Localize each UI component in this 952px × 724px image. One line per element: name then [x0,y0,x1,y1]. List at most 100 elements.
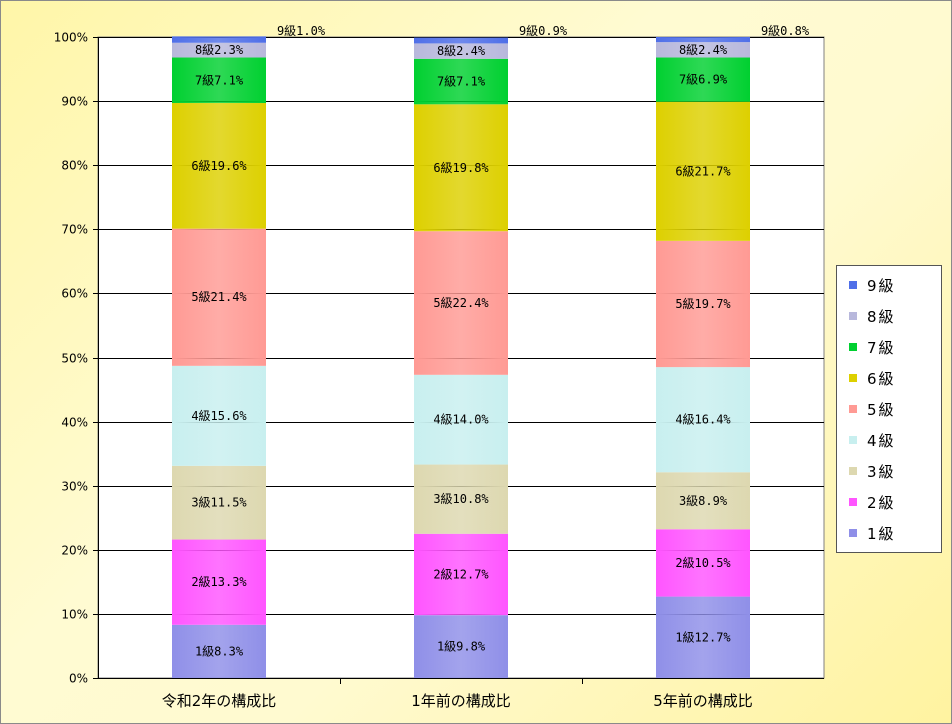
legend-label: 1級 [867,524,896,543]
data-label: 8級2.4% [679,43,728,57]
x-tick-label: 令和2年の構成比 [162,692,277,710]
y-tick-label: 30% [61,480,88,494]
legend-item: 9級 [849,274,896,296]
data-label: 2級13.3% [191,575,247,589]
bar-segment [414,37,508,44]
bar-segment [656,472,750,530]
bar-segment [414,464,508,534]
legend-swatch [849,467,857,475]
data-label: 2級10.5% [675,556,731,570]
data-label: 3級11.5% [191,496,247,510]
legend: 9級 8級 7級 6級 5級 4級 3級 2級 1級 [836,265,942,553]
legend-item: 5級 [849,398,896,420]
data-label: 4級14.0% [433,413,489,427]
bar-segment [656,240,750,368]
legend-swatch [849,374,857,382]
bar-segment [656,42,750,58]
y-tick-label: 10% [61,608,88,622]
bar-segment [172,228,266,366]
bar-segment [656,37,750,43]
legend-label: 2級 [867,493,896,512]
bar-segment [172,539,266,625]
legend-swatch [849,281,857,289]
data-label: 3級10.8% [433,492,489,506]
data-label: 6級19.8% [433,161,489,175]
bar-segment [172,103,266,229]
bar-segment [414,374,508,465]
bar-segment [172,365,266,466]
bar-segment [656,367,750,473]
legend-swatch [849,436,857,444]
legend-swatch [849,312,857,320]
data-label: 7級6.9% [679,73,728,87]
data-label: 7級7.1% [195,73,244,87]
data-label: 6級21.7% [675,164,731,178]
y-tick-label: 70% [61,223,88,237]
y-tick-label: 60% [61,287,88,301]
data-labels: 1級8.3% 2級13.3% 3級11.5% 4級15.6% 5級21.4% 6級19.6… [191,24,810,658]
legend-item: 8級 [849,305,896,327]
data-label: 9級1.0% [277,24,326,38]
legend-label: 3級 [867,462,896,481]
bar-segment [414,104,508,232]
data-label: 4級16.4% [675,413,731,427]
x-tick-label: 5年前の構成比 [653,692,753,710]
legend-label: 7級 [867,338,896,357]
y-axis-ticks: 0% 10% 20% 30% 40% 50% 60% 70% 80% 90% 100% [54,31,88,686]
y-tick-label: 20% [61,544,88,558]
x-tick-label: 1年前の構成比 [411,692,511,710]
bar-segment [414,43,508,59]
bars [172,36,750,678]
legend-item: 1級 [849,522,896,544]
y-tick-label: 0% [69,672,88,686]
data-label: 4級15.6% [191,409,247,423]
x-axis-ticks: 令和2年の構成比 1年前の構成比 5年前の構成比 [98,678,824,710]
data-label: 7級7.1% [437,75,486,89]
y-tick-label: 40% [61,416,88,430]
bar-segment [172,36,266,43]
bar-segment [414,231,508,375]
bar-segment [414,533,508,616]
legend-label: 5級 [867,400,896,419]
data-label: 5級22.4% [433,296,489,310]
legend-item: 2級 [849,491,896,513]
data-label: 8級2.3% [195,43,244,57]
bar-segment [656,596,750,678]
legend-label: 9級 [867,276,896,295]
data-label: 5級21.4% [191,290,247,304]
legend-item: 4級 [849,429,896,451]
legend-swatch [849,498,857,506]
legend-label: 6級 [867,369,896,388]
bar-segment [656,529,750,597]
bar-segment [414,58,508,105]
bar-segment [656,57,750,102]
data-label: 9級0.8% [761,24,810,38]
data-label: 3級8.9% [679,494,728,508]
y-tick-label: 80% [61,159,88,173]
data-label: 1級9.8% [437,640,486,654]
data-label: 6級19.6% [191,159,247,173]
legend-item: 7級 [849,336,896,358]
legend-item: 3級 [849,460,896,482]
y-tick-label: 100% [54,31,88,45]
y-tick-label: 90% [61,95,88,109]
data-label: 8級2.4% [437,44,486,58]
y-tick-label: 50% [61,352,88,366]
legend-item: 6級 [849,367,896,389]
data-label: 9級0.9% [519,24,568,38]
legend-swatch [849,405,857,413]
bar-segment [656,101,750,241]
data-label: 2級12.7% [433,567,489,581]
bar-segment [172,42,266,58]
legend-label: 4級 [867,431,896,450]
bar-segment [172,624,266,678]
data-label: 5級19.7% [675,297,731,311]
legend-swatch [849,343,857,351]
legend-swatch [849,529,857,537]
bar-segment [172,57,266,104]
data-label: 1級12.7% [675,630,731,644]
legend-label: 8級 [867,307,896,326]
bar-segment [414,615,508,678]
